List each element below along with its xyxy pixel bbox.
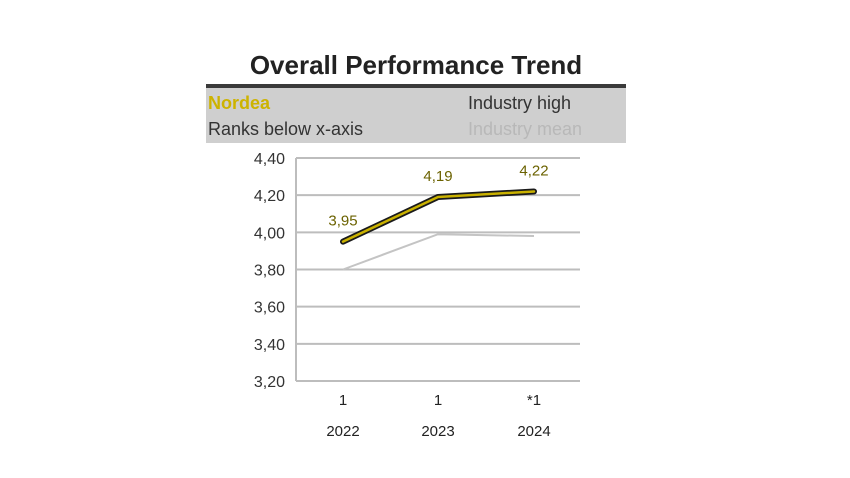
y-tick-label: 4,40	[254, 151, 285, 168]
data-label: 4,22	[519, 162, 548, 179]
legend-nordea: Nordea	[208, 93, 271, 113]
data-label: 4,19	[423, 168, 452, 185]
legend-industry-mean: Industry mean	[468, 119, 583, 139]
title-underline	[206, 84, 626, 88]
rank-label: *1	[527, 392, 541, 409]
x-tick-label: 2023	[421, 423, 454, 440]
nordea-line	[341, 190, 536, 243]
legend-panel	[206, 88, 626, 143]
data-label: 3,95	[328, 213, 357, 230]
rank-label: 1	[339, 392, 347, 409]
rank-label: 1	[434, 392, 442, 409]
chart-title: Overall Performance Trend	[249, 50, 583, 80]
y-tick-label: 3,20	[254, 374, 285, 391]
legend-ranks-note: Ranks below x-axis	[208, 119, 364, 139]
industry-mean-line	[342, 233, 535, 271]
y-tick-label: 4,20	[254, 188, 285, 205]
y-tick-label: 3,40	[254, 337, 285, 354]
legend-industry-high: Industry high	[468, 93, 572, 113]
y-tick-label: 3,60	[254, 300, 285, 317]
x-tick-label: 2024	[517, 423, 550, 440]
y-tick-label: 3,80	[254, 263, 285, 280]
x-tick-label: 2022	[326, 423, 359, 440]
y-tick-label: 4,00	[254, 225, 285, 242]
